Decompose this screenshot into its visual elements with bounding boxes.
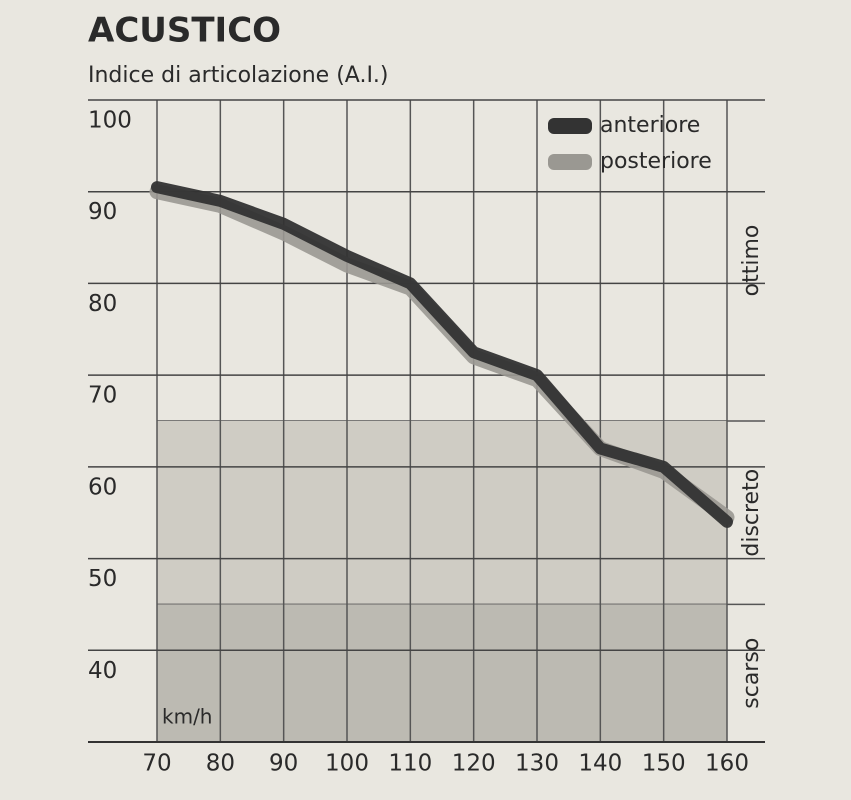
legend-swatch (548, 154, 592, 170)
legend-label: posteriore (600, 149, 712, 174)
chart-title: ACUSTICO (88, 11, 281, 51)
x-tick-label: 70 (142, 751, 171, 777)
x-tick-label: 120 (452, 751, 496, 777)
chart-subtitle: Indice di articolazione (A.I.) (88, 63, 389, 88)
y-tick-label: 50 (88, 566, 117, 592)
band (157, 421, 727, 605)
x-tick-label: 80 (206, 751, 235, 777)
x-tick-label: 100 (325, 751, 369, 777)
legend-swatch (548, 118, 592, 134)
x-axis-label: km/h (162, 705, 212, 729)
y-tick-label: 60 (88, 474, 117, 500)
band-label: scarso (739, 638, 764, 709)
y-tick-label: 40 (88, 658, 117, 684)
x-tick-label: 90 (269, 751, 298, 777)
legend-label: anteriore (600, 113, 700, 138)
y-tick-label: 100 (88, 108, 132, 134)
series-line (151, 181, 733, 528)
y-tick-label: 80 (88, 291, 117, 317)
y-tick-label: 70 (88, 383, 117, 409)
x-tick-label: 150 (642, 751, 686, 777)
band-label: discreto (739, 469, 764, 557)
x-tick-label: 110 (388, 751, 432, 777)
band (157, 604, 727, 742)
x-tick-label: 140 (578, 751, 622, 777)
band-label: ottimo (739, 225, 764, 297)
x-tick-label: 160 (705, 751, 749, 777)
y-tick-label: 90 (88, 199, 117, 225)
x-tick-label: 130 (515, 751, 559, 777)
